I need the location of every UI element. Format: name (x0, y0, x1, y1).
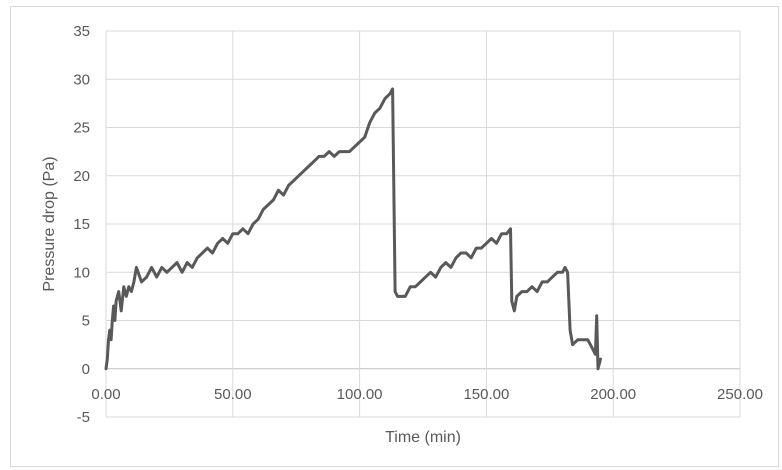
y-tick-label: 25 (73, 120, 90, 137)
x-tick-label: 50.00 (214, 386, 252, 403)
y-tick-labels: -5 0 5 10 15 20 25 30 35 (73, 23, 90, 426)
series-layer (104, 87, 602, 371)
y-tick-label: 35 (73, 23, 90, 40)
y-tick-label: -5 (77, 409, 90, 426)
x-axis-title: Time (min) (385, 429, 461, 446)
y-tick-label: 15 (73, 216, 90, 233)
x-tick-labels: 0.00 50.00 100.00 150.00 200.00 250.00 (91, 386, 763, 403)
y-axis-title: Pressure drop (Pa) (41, 156, 58, 291)
y-tick-label: 5 (82, 313, 90, 330)
series-line-0 (104, 87, 602, 371)
grid (105, 30, 741, 418)
y-tick-label: 10 (73, 264, 90, 281)
x-tick-label: 250.00 (717, 386, 763, 403)
y-tick-label: 0 (82, 361, 90, 378)
x-tick-label: 200.00 (590, 386, 636, 403)
x-tick-label: 0.00 (91, 386, 120, 403)
x-tick-label: 150.00 (463, 386, 509, 403)
x-tick-label: 100.00 (337, 386, 383, 403)
y-tick-label: 20 (73, 168, 90, 185)
y-tick-label: 30 (73, 71, 90, 88)
